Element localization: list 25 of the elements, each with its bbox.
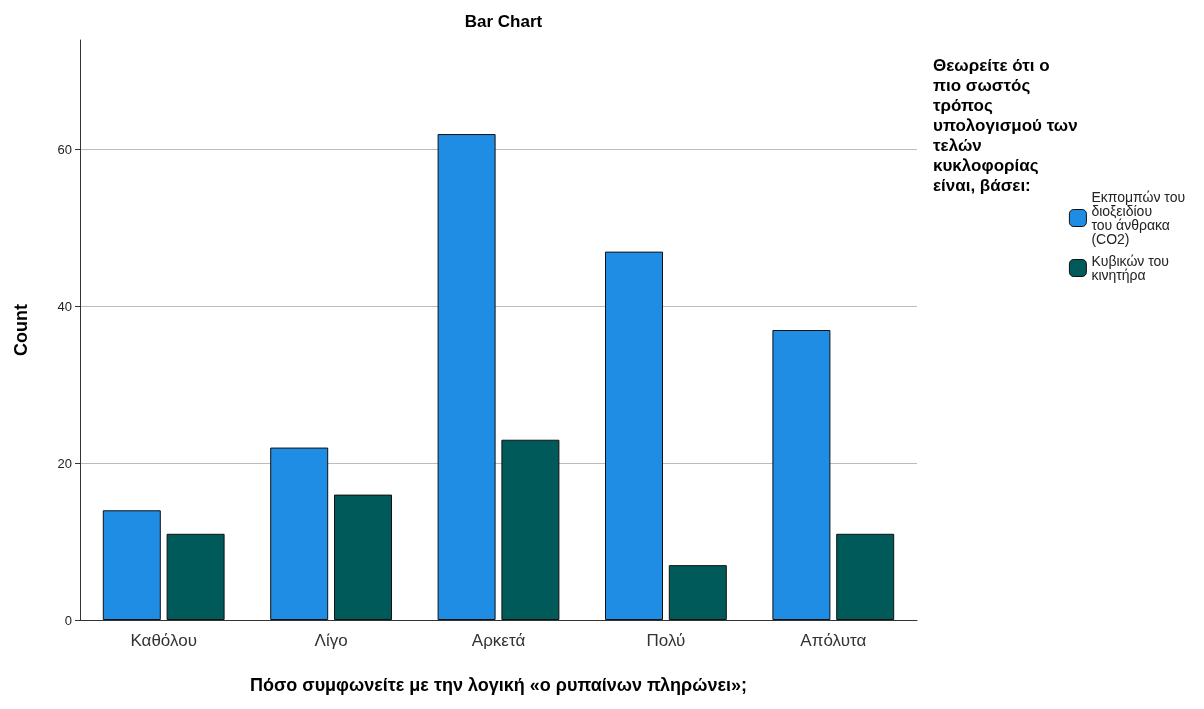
bar: [836, 533, 895, 620]
bar: [334, 494, 392, 620]
bar: [437, 134, 496, 620]
chart-title: Bar Chart: [464, 12, 543, 31]
x-tick-label: Απόλυτα: [800, 631, 867, 650]
bar: [668, 565, 727, 620]
y-tick-label: 60: [57, 142, 72, 158]
legend-title: Θεωρείτε ότι ο πιο σωστός τρόπος υπολογισμού των τελών κυκλοφορίας είναι, βάσει:: [933, 55, 1083, 195]
y-tick-label: 40: [57, 298, 72, 314]
bar: [166, 533, 225, 620]
bar: [605, 251, 663, 620]
legend-label: Κυβικών του κινητήρα: [1091, 253, 1173, 283]
bar: [102, 510, 161, 620]
x-axis-title: Πόσο συμφωνείτε με την λογική «ο ρυπαίνων πληρώνει»;: [250, 675, 747, 695]
x-tick-label: Καθόλου: [130, 631, 197, 650]
y-tick-label: 20: [57, 455, 72, 471]
legend-label: Εκπομπών του διοξειδίου του άνθρακα (CO2): [1091, 189, 1190, 247]
y-tick-label: 0: [64, 612, 72, 628]
x-tick-label: Αρκετά: [471, 631, 526, 650]
bar: [772, 330, 831, 620]
bar: [501, 439, 560, 620]
y-axis-title: Count: [11, 304, 31, 356]
x-tick-label: Πολύ: [646, 631, 686, 650]
bar: [270, 447, 329, 620]
x-tick-label: Λίγο: [314, 631, 348, 650]
